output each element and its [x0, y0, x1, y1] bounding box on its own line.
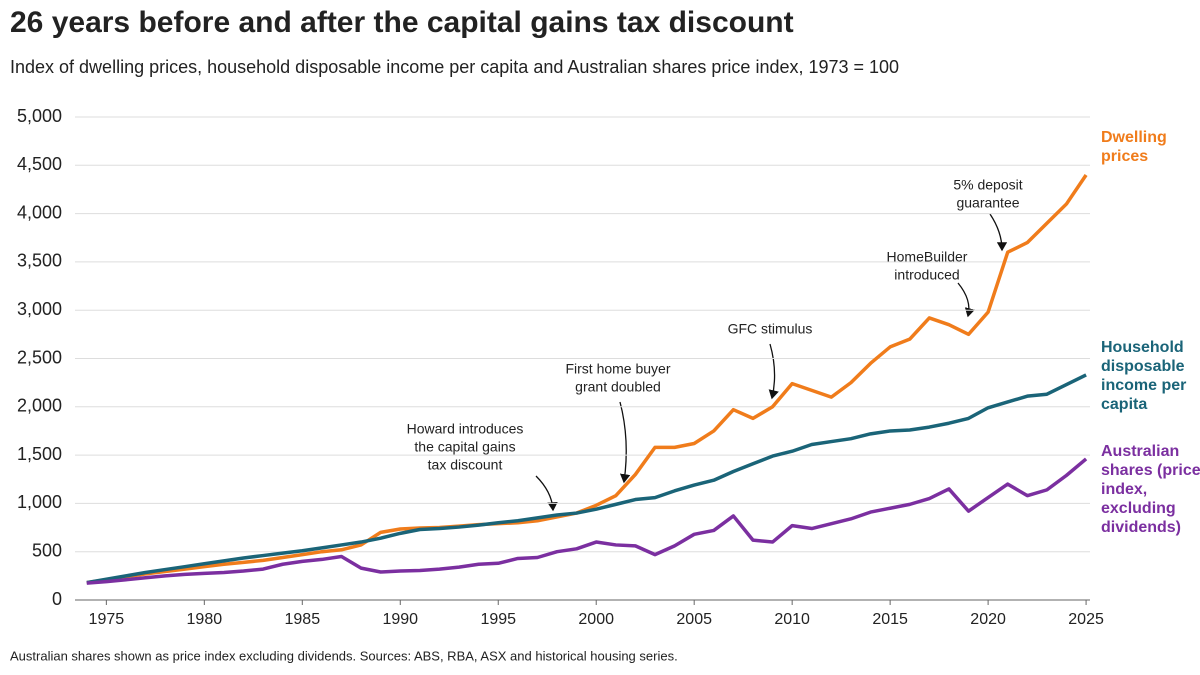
chart-title: 26 years before and after the capital ga…: [10, 6, 794, 39]
y-tick-label: 1,000: [17, 492, 62, 512]
y-tick-label: 3,500: [17, 251, 62, 271]
series-line: [86, 173, 1088, 585]
series-line: [86, 457, 1088, 585]
x-tick-label: 1990: [382, 611, 418, 628]
series-line: [86, 373, 1087, 585]
y-tick-label: 500: [32, 540, 62, 560]
y-tick-label: 3,000: [17, 299, 62, 319]
annotation-text: HomeBuilder: [887, 249, 968, 265]
annotation-text: grant doubled: [575, 379, 661, 395]
annotation-text: GFC stimulus: [728, 321, 813, 337]
annotation-text: tax discount: [428, 457, 503, 473]
y-tick-label: 2,500: [17, 347, 62, 367]
x-tick-label: 2025: [1068, 611, 1104, 628]
annotation-text: First home buyer: [565, 361, 670, 377]
annotation-text: introduced: [894, 267, 959, 283]
series-label: Household disposable income per capita: [1101, 339, 1187, 413]
y-tick-label: 4,000: [17, 202, 62, 222]
annotation-text: Howard introduces: [407, 421, 524, 437]
x-tick-label: 2005: [676, 611, 712, 628]
y-tick-label: 2,000: [17, 396, 62, 416]
x-tick-label: 1985: [285, 611, 321, 628]
annotation-text: 5% deposit: [953, 177, 1022, 193]
series-label: Australian shares (price index, excludin…: [1101, 443, 1200, 536]
series-label: Dwelling prices: [1101, 129, 1167, 165]
y-tick-label: 4,500: [17, 154, 62, 174]
annotation-text: the capital gains: [414, 439, 515, 455]
y-tick-label: 5,000: [17, 106, 62, 126]
arrows: [535, 213, 1008, 512]
x-tick-label: 2010: [774, 611, 810, 628]
annotation-text: guarantee: [956, 195, 1019, 211]
footnote: Australian shares shown as price index e…: [10, 648, 678, 663]
x-tick-label: 2000: [578, 611, 614, 628]
chart-subtitle: Index of dwelling prices, household disp…: [10, 57, 899, 77]
y-tick-label: 0: [52, 589, 62, 609]
y-tick-label: 1,500: [17, 444, 62, 464]
x-tick-label: 1980: [187, 611, 223, 628]
x-tick-label: 1975: [89, 611, 125, 628]
x-tick-label: 2015: [872, 611, 908, 628]
x-tick-label: 1995: [480, 611, 516, 628]
x-tick-label: 2020: [970, 611, 1006, 628]
